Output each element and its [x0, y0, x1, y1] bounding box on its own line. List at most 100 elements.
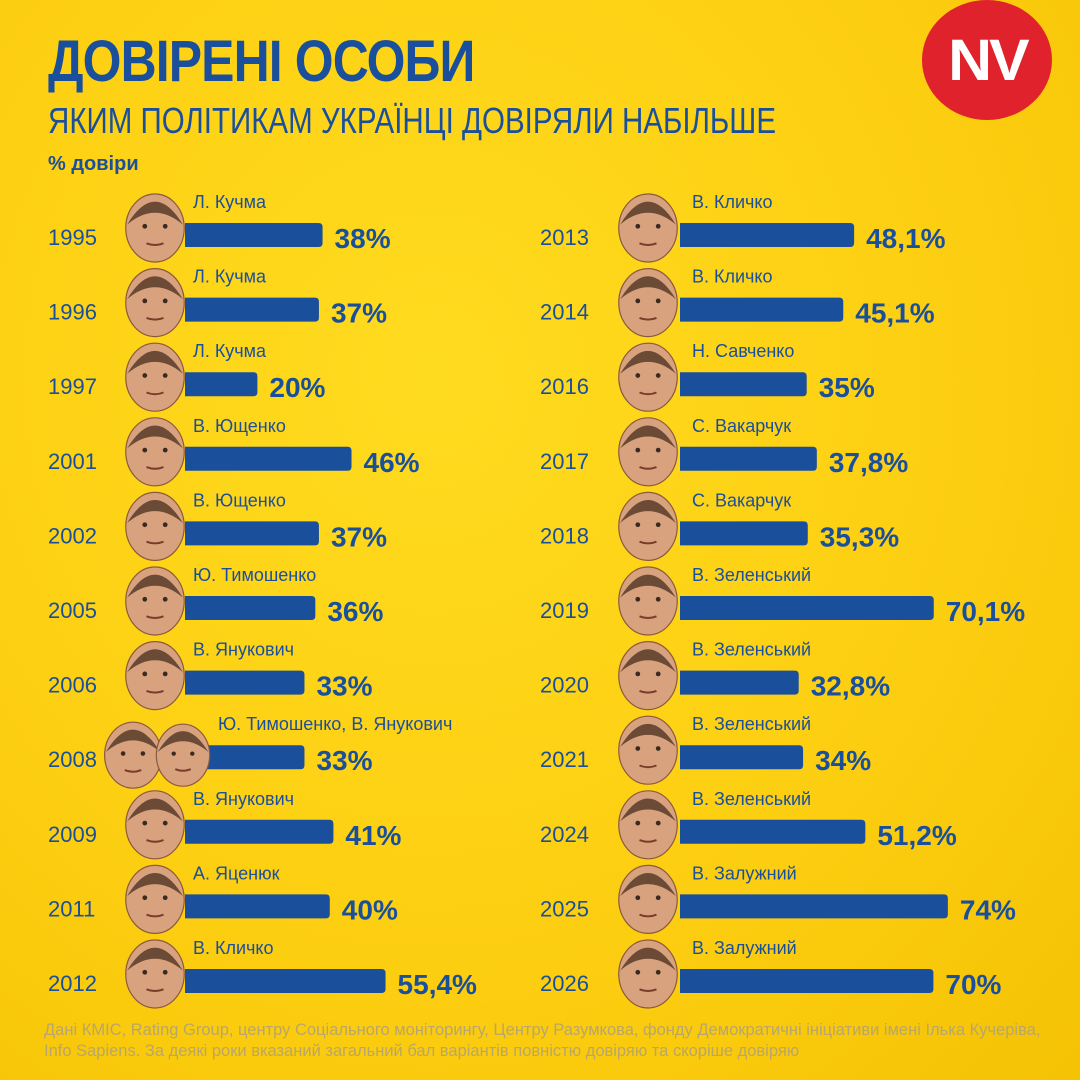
value-label: 74%	[960, 894, 1016, 925]
page-title: ДОВІРЕНІ ОСОБИ	[48, 29, 475, 94]
value-label: 45,1%	[855, 298, 934, 329]
politician-name: Ю. Тимошенко	[193, 565, 316, 585]
value-label: 20%	[269, 372, 325, 403]
politician-name: В. Зеленський	[692, 565, 811, 585]
value-label: 37%	[331, 521, 387, 552]
year-label: 2006	[48, 673, 97, 698]
year-label: 2024	[540, 822, 589, 847]
year-label: 2016	[540, 374, 589, 399]
politician-name: В. Зеленський	[692, 640, 811, 660]
politician-name: В. Зеленський	[692, 714, 811, 734]
politician-portrait	[104, 721, 162, 789]
trust-bar	[680, 446, 817, 471]
year-label: 2005	[48, 598, 97, 623]
politician-name: Н. Савченко	[692, 341, 794, 361]
politician-name: В. Янукович	[193, 640, 294, 660]
politician-portrait	[125, 193, 185, 263]
trust-bar	[185, 894, 330, 919]
value-label: 41%	[345, 820, 401, 851]
page-subtitle: ЯКИМ ПОЛІТИКАМ УКРАЇНЦІ ДОВІРЯЛИ НАБІЛЬШ…	[48, 100, 777, 141]
value-label: 46%	[364, 447, 420, 478]
value-label: 35%	[819, 372, 875, 403]
trust-bar	[185, 297, 319, 322]
trust-bar	[185, 745, 305, 770]
politician-portrait	[125, 417, 185, 487]
trust-bar	[185, 596, 316, 620]
logo-text: NV	[947, 27, 1029, 93]
politician-name: Л. Кучма	[193, 267, 267, 287]
year-label: 1996	[48, 300, 97, 325]
year-label: 2021	[540, 747, 589, 772]
politician-portrait	[125, 268, 185, 338]
politician-portrait	[125, 864, 185, 935]
politician-portrait	[618, 193, 678, 263]
trust-bar	[680, 745, 804, 770]
trust-bar	[185, 819, 334, 844]
trust-bar	[185, 223, 323, 247]
year-label: 2012	[48, 971, 97, 996]
value-label: 70%	[945, 969, 1001, 1000]
politician-name: В. Ющенко	[193, 490, 286, 510]
politician-name: В. Залужний	[692, 863, 797, 883]
year-label: 2019	[540, 598, 589, 623]
source-footnote: Дані КМІС, Rating Group, центру Соціальн…	[44, 1021, 1041, 1060]
politician-portrait	[618, 715, 678, 785]
politician-portrait	[125, 491, 185, 562]
unit-label: % довіри	[48, 153, 139, 175]
politician-portrait	[618, 417, 678, 487]
trust-bar	[680, 372, 807, 397]
value-label: 37,8%	[829, 447, 908, 478]
value-label: 38%	[335, 223, 391, 254]
politician-name: В. Янукович	[193, 789, 294, 809]
trust-bar	[185, 969, 386, 993]
trust-bar	[185, 372, 258, 397]
politician-portrait	[125, 790, 185, 860]
value-label: 37%	[331, 298, 387, 329]
year-label: 2008	[48, 747, 97, 772]
trust-bar	[680, 969, 934, 993]
politician-name: С. Вакарчук	[692, 490, 791, 510]
year-label: 1995	[48, 225, 97, 250]
trust-bar	[185, 446, 352, 471]
politician-name: Ю. Тимошенко, В. Янукович	[218, 714, 452, 734]
year-label: 2002	[48, 523, 97, 548]
trust-bar	[680, 670, 799, 695]
year-label: 2009	[48, 822, 97, 847]
value-label: 33%	[316, 745, 372, 776]
politician-portrait	[618, 342, 678, 412]
politician-name: Л. Кучма	[193, 341, 267, 361]
year-label: 2001	[48, 449, 97, 474]
politician-name: Л. Кучма	[193, 192, 267, 212]
year-label: 2018	[540, 523, 589, 548]
politician-portrait	[618, 566, 678, 636]
value-label: 51,2%	[877, 820, 956, 851]
politician-portrait	[618, 491, 678, 562]
politician-portrait	[155, 723, 211, 787]
trust-bar	[680, 596, 934, 620]
value-label: 33%	[316, 671, 372, 702]
year-label: 2017	[540, 449, 589, 474]
politician-portrait	[618, 939, 678, 1009]
trust-bar	[185, 521, 319, 546]
politician-name: В. Зеленський	[692, 789, 811, 809]
politician-name: А. Яценюк	[193, 863, 280, 883]
value-label: 40%	[342, 894, 398, 925]
politician-name: В. Кличко	[692, 267, 773, 287]
value-label: 32,8%	[811, 671, 890, 702]
value-label: 36%	[327, 596, 383, 627]
politician-portrait	[125, 342, 185, 412]
politician-name: В. Кличко	[193, 938, 274, 958]
politician-portrait	[125, 566, 185, 636]
politician-name: В. Залужний	[692, 938, 797, 958]
politician-portrait	[125, 939, 185, 1009]
value-label: 35,3%	[820, 521, 899, 552]
nv-logo: NV	[922, 0, 1052, 120]
politician-portrait	[618, 640, 678, 711]
politician-portrait	[618, 864, 678, 935]
value-label: 70,1%	[946, 596, 1025, 627]
trust-bar	[680, 223, 855, 247]
politician-portrait	[618, 268, 678, 338]
politician-portrait	[618, 790, 678, 860]
trust-bar	[680, 521, 808, 546]
